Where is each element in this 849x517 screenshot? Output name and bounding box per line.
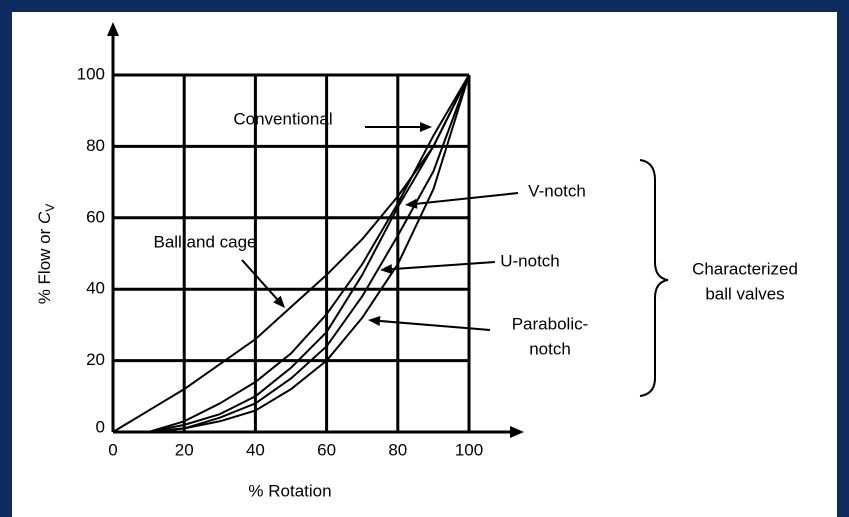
x-axis-arrow [510, 426, 524, 438]
arrow-head [405, 198, 418, 209]
annotation: ball valves [705, 284, 784, 303]
y-tick-label: 40 [86, 279, 105, 298]
annotation: Parabolic- [512, 314, 589, 333]
annotation-arrow [391, 261, 496, 271]
x-tick-label: 20 [175, 440, 194, 459]
series-line [148, 74, 470, 433]
x-tick-label: 60 [317, 440, 336, 459]
annotation: notch [529, 339, 571, 358]
annotation: Conventional [233, 109, 332, 128]
y-tick-label: 100 [77, 64, 105, 83]
y-label-var: C [35, 211, 54, 224]
y-axis-arrow [107, 22, 119, 36]
y-tick-label: 0 [96, 417, 105, 436]
x-tick-label: 40 [246, 440, 265, 459]
arrow-head [273, 295, 285, 308]
annotation: V-notch [528, 181, 586, 200]
annotation-arrow [416, 192, 519, 205]
annotation-arrow [379, 319, 491, 331]
arrow-head [380, 264, 393, 275]
brace [639, 159, 669, 397]
y-tick-label: 60 [86, 207, 105, 226]
y-tick-label: 80 [86, 136, 105, 155]
annotation-arrow [241, 259, 278, 300]
annotation: Characterized [692, 259, 798, 278]
x-axis-label: % Rotation [248, 481, 331, 500]
y-axis-label: % Flow or CV [35, 204, 57, 305]
series-line [148, 74, 470, 433]
arrow-head [368, 315, 381, 326]
x-tick-label: 80 [388, 440, 407, 459]
x-tick-label: 0 [108, 440, 117, 459]
y-label-text: % Flow or [35, 224, 54, 304]
series-line [148, 74, 470, 433]
annotation: Ball and cage [153, 232, 256, 251]
x-tick-label: 100 [455, 440, 483, 459]
annotation: U-notch [500, 251, 560, 270]
y-tick-label: 20 [86, 350, 105, 369]
y-label-sub: V [43, 204, 57, 212]
arrow-head [420, 122, 432, 132]
